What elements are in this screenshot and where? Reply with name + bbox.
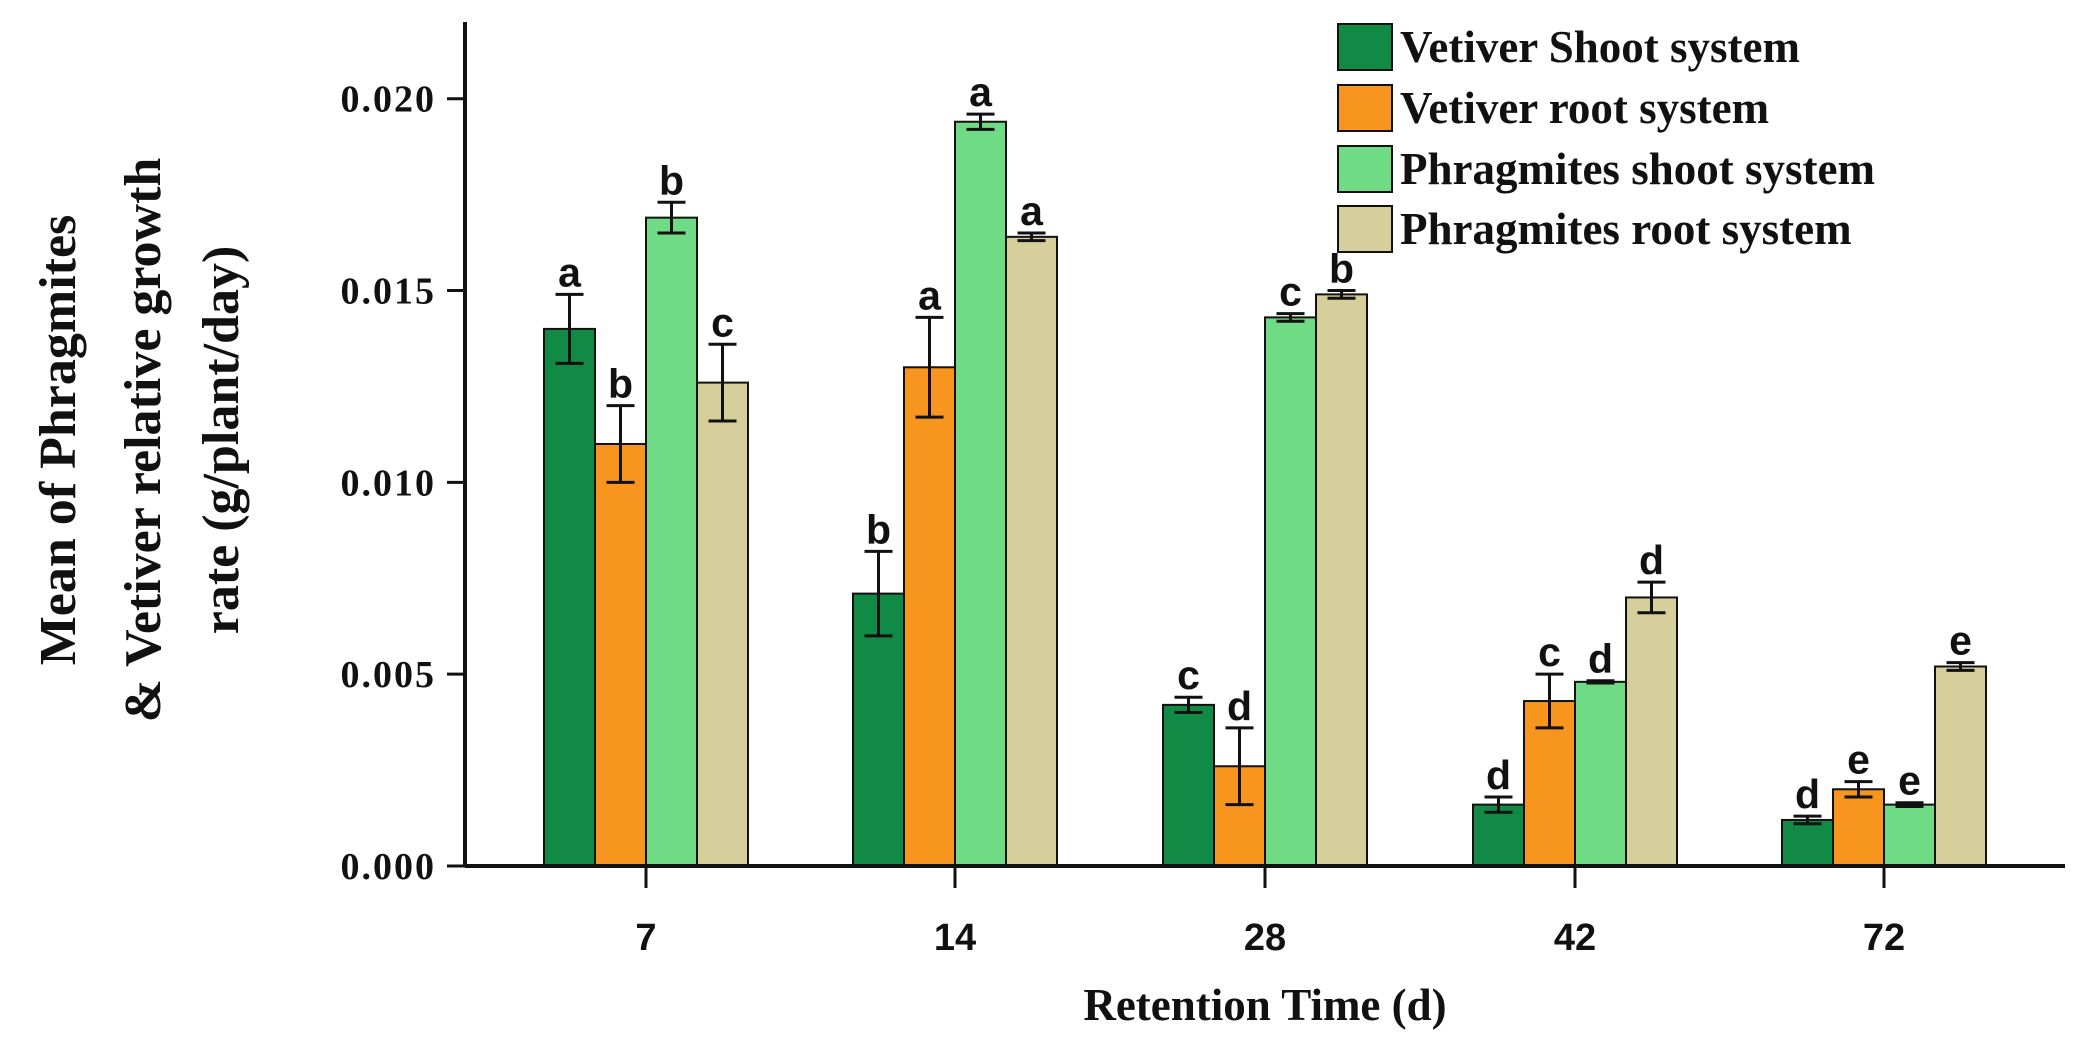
legend-label-series-1: Vetiver Shoot system (1400, 22, 1800, 72)
bar-42-series-1 (1472, 803, 1525, 867)
error-bars-group (555, 112, 1975, 826)
y-tick-label: 0.000 (341, 846, 437, 888)
significance-letter-28-series-4: b (1329, 246, 1354, 292)
significance-letter-14-series-2: a (918, 272, 942, 318)
x-tick-label: 72 (1863, 917, 1905, 959)
y-tick-label: 0.005 (341, 654, 437, 696)
significance-letter-28-series-3: c (1279, 269, 1302, 315)
significance-letter-7-series-1: a (558, 249, 582, 295)
x-tick-label: 14 (934, 917, 976, 959)
significance-letter-42-series-4: d (1639, 537, 1664, 583)
bar-28-series-3 (1264, 316, 1317, 867)
x-tick-label: 7 (635, 917, 656, 959)
significance-letter-7-series-2: b (608, 361, 633, 407)
bar-14-series-2 (903, 366, 956, 867)
significance-letter-72-series-1: d (1795, 771, 1820, 817)
legend-label-series-4: Phragmites root system (1400, 204, 1852, 254)
bar-7-series-2 (594, 443, 647, 867)
legend-swatch-series-3 (1337, 145, 1393, 193)
significance-letter-42-series-3: d (1588, 636, 1613, 682)
legend-label-series-3: Phragmites shoot system (1400, 144, 1875, 194)
bar-7-series-3 (645, 216, 698, 867)
significance-letter-42-series-2: c (1538, 629, 1561, 675)
significance-letter-14-series-4: a (1020, 188, 1044, 234)
y-axis-title-line: & Vetiver relative growth (115, 158, 172, 723)
x-ticks-group: 7 14 28 42 72 (635, 866, 1905, 959)
significance-letter-14-series-3: a (969, 69, 993, 115)
significance-letter-14-series-1: b (866, 506, 891, 552)
legend: Vetiver Shoot system Vetiver root system P… (1337, 22, 1875, 254)
bar-28-series-1 (1162, 703, 1215, 868)
significance-letter-72-series-4: e (1949, 618, 1972, 664)
significance-letter-72-series-2: e (1847, 737, 1870, 783)
bar-42-series-4 (1625, 596, 1678, 867)
bar-72-series-4 (1934, 665, 1987, 867)
legend-swatch-series-1 (1337, 23, 1393, 71)
bar-72-series-3 (1883, 803, 1936, 867)
y-axis-title-line: Mean of Phragmites (30, 215, 87, 666)
y-axis-title: Mean of Phragmites & Vetiver relative gro… (30, 158, 250, 723)
legend-label-series-2: Vetiver root system (1400, 83, 1769, 133)
significance-letter-28-series-2: d (1227, 683, 1252, 729)
x-axis-title: Retention Time (d) (1083, 980, 1446, 1030)
bar-42-series-3 (1574, 680, 1627, 868)
bar-7-series-4 (696, 381, 749, 867)
x-tick-label: 42 (1554, 917, 1596, 959)
significance-letter-42-series-1: d (1486, 752, 1511, 798)
legend-swatch-series-2 (1337, 84, 1393, 132)
bar-72-series-1 (1781, 818, 1834, 867)
bar-72-series-2 (1832, 788, 1885, 867)
y-ticks-group: 0.000 0.005 0.010 0.015 0.020 (341, 79, 465, 888)
bar-28-series-4 (1315, 293, 1368, 867)
bar-14-series-1 (852, 592, 905, 867)
bars-group (543, 120, 1987, 868)
significance-letter-7-series-3: b (659, 157, 684, 203)
y-axis-title-line: rate (g/plant/day) (193, 246, 250, 635)
y-tick-label: 0.015 (341, 271, 437, 313)
bar-14-series-3 (954, 120, 1007, 867)
y-tick-label: 0.010 (341, 462, 437, 504)
bar-7-series-1 (543, 327, 596, 867)
x-tick-label: 28 (1244, 917, 1286, 959)
significance-letter-28-series-1: c (1177, 652, 1200, 698)
significance-letter-72-series-3: e (1898, 758, 1921, 804)
y-tick-label: 0.020 (341, 79, 437, 121)
significance-letter-7-series-4: c (711, 299, 734, 345)
legend-swatch-series-4 (1337, 205, 1393, 253)
bar-14-series-4 (1005, 235, 1058, 867)
